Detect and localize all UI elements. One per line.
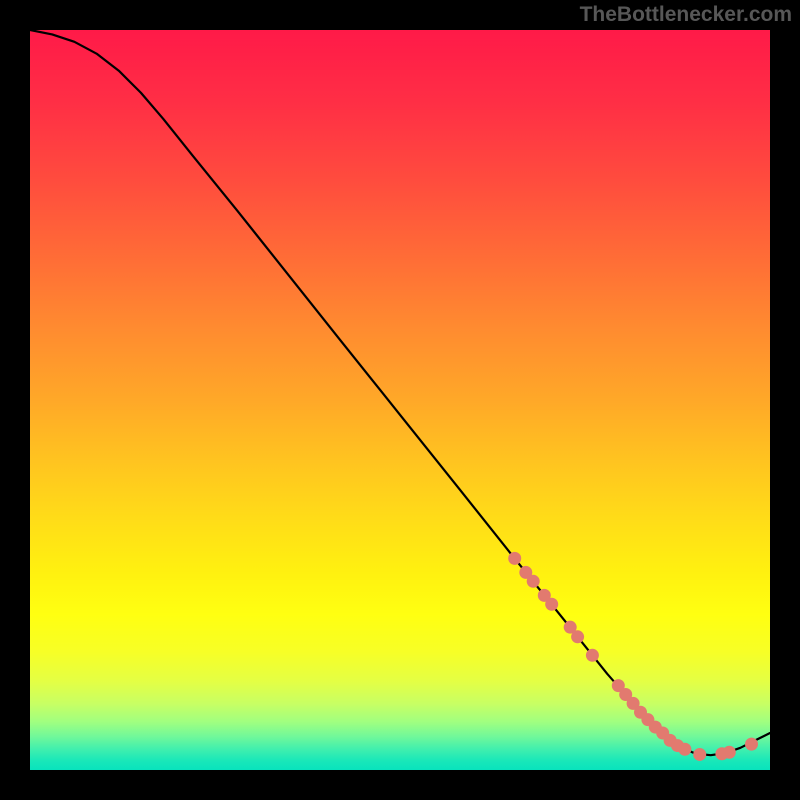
data-point-marker bbox=[545, 598, 558, 611]
data-point-marker bbox=[693, 748, 706, 761]
data-point-marker bbox=[723, 746, 736, 759]
bottleneck-curve bbox=[30, 30, 770, 755]
data-point-marker bbox=[586, 649, 599, 662]
chart-container: TheBottlenecker.com bbox=[0, 0, 800, 800]
data-point-marker bbox=[527, 575, 540, 588]
data-point-marker bbox=[571, 630, 584, 643]
plot-area bbox=[30, 30, 770, 770]
data-point-marker bbox=[745, 738, 758, 751]
data-point-marker bbox=[678, 743, 691, 756]
curve-layer bbox=[30, 30, 770, 770]
watermark-text: TheBottlenecker.com bbox=[580, 3, 792, 27]
data-point-marker bbox=[508, 552, 521, 565]
